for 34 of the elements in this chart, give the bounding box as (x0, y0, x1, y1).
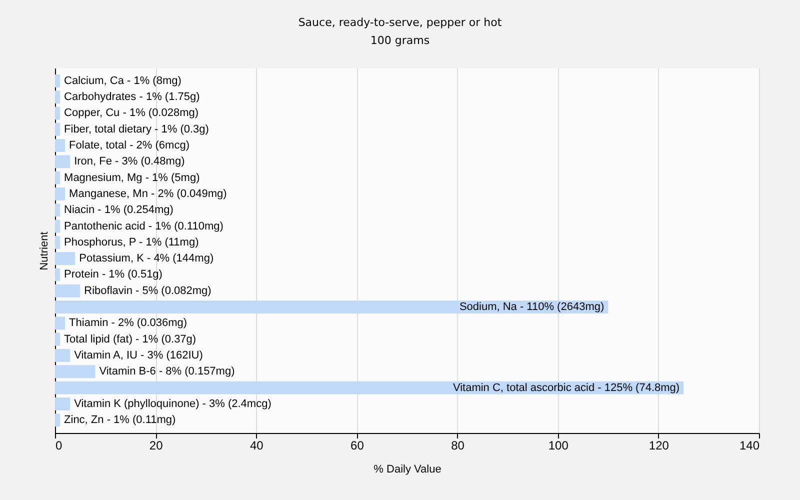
y-tick-label: Manganese, Mn - 2% (0.049mg) (69, 188, 227, 200)
y-tick-label: Total lipid (fat) - 1% (0.37g) (64, 333, 196, 346)
x-tick-label: 120 (648, 438, 670, 452)
x-tick-label: 20 (149, 438, 164, 452)
x-tick-label: 40 (250, 438, 264, 452)
y-axis-title: Nutrient (38, 232, 50, 270)
y-tick-label: Vitamin K (phylloquinone) - 3% (2.4mcg) (74, 398, 272, 410)
chart-subtitle: 100 grams (370, 34, 430, 47)
y-tick-label: Copper, Cu - 1% (0.028mg) (64, 107, 199, 120)
x-axis-title: % Daily Value (374, 464, 442, 476)
y-tick-label: Zinc, Zn - 1% (0.11mg) (64, 414, 176, 426)
y-tick-label: Thiamin - 2% (0.036mg) (69, 317, 188, 330)
y-tick-label: Carbohydrates - 1% (1.75g) (64, 91, 200, 104)
y-tick-label: Phosphorus, P - 1% (11mg) (64, 236, 199, 248)
y-tick-label: Protein - 1% (0.51g) (64, 268, 162, 281)
y-tick-label: Pantothenic acid - 1% (0.110mg) (64, 220, 224, 232)
y-tick-label: Niacin - 1% (0.254mg) (64, 204, 174, 216)
y-tick-label: Vitamin A, IU - 3% (162IU) (74, 349, 203, 362)
y-tick-label: Vitamin C, total ascorbic acid - 125% (74.8mg) (452, 382, 680, 394)
y-tick-label: Folate, total - 2% (6mcg) (69, 140, 190, 152)
y-tick-label: Sodium, Na - 110% (2643mg) (459, 301, 604, 314)
chart-title: Sauce, ready-to-serve, pepper or hot (298, 16, 502, 29)
x-tick-label: 60 (350, 438, 364, 452)
y-tick-label: Riboflavin - 5% (0.082mg) (84, 284, 212, 297)
x-tick-label: 80 (451, 438, 465, 452)
x-tick-label: 0 (56, 438, 62, 452)
y-tick-label: Potassium, K - 4% (144mg) (79, 252, 214, 265)
y-tick-label: Calcium, Ca - 1% (8mg) (64, 74, 182, 87)
y-tick-label: Vitamin B-6 - 8% (0.157mg) (99, 366, 235, 378)
x-tick-label: 140 (739, 438, 760, 452)
y-tick-label: Fiber, total dietary - 1% (0.3g) (64, 123, 209, 136)
x-tick-label: 100 (548, 438, 569, 452)
y-tick-label: Magnesium, Mg - 1% (5mg) (64, 172, 200, 184)
y-tick-label: Iron, Fe - 3% (0.48mg) (74, 156, 185, 168)
